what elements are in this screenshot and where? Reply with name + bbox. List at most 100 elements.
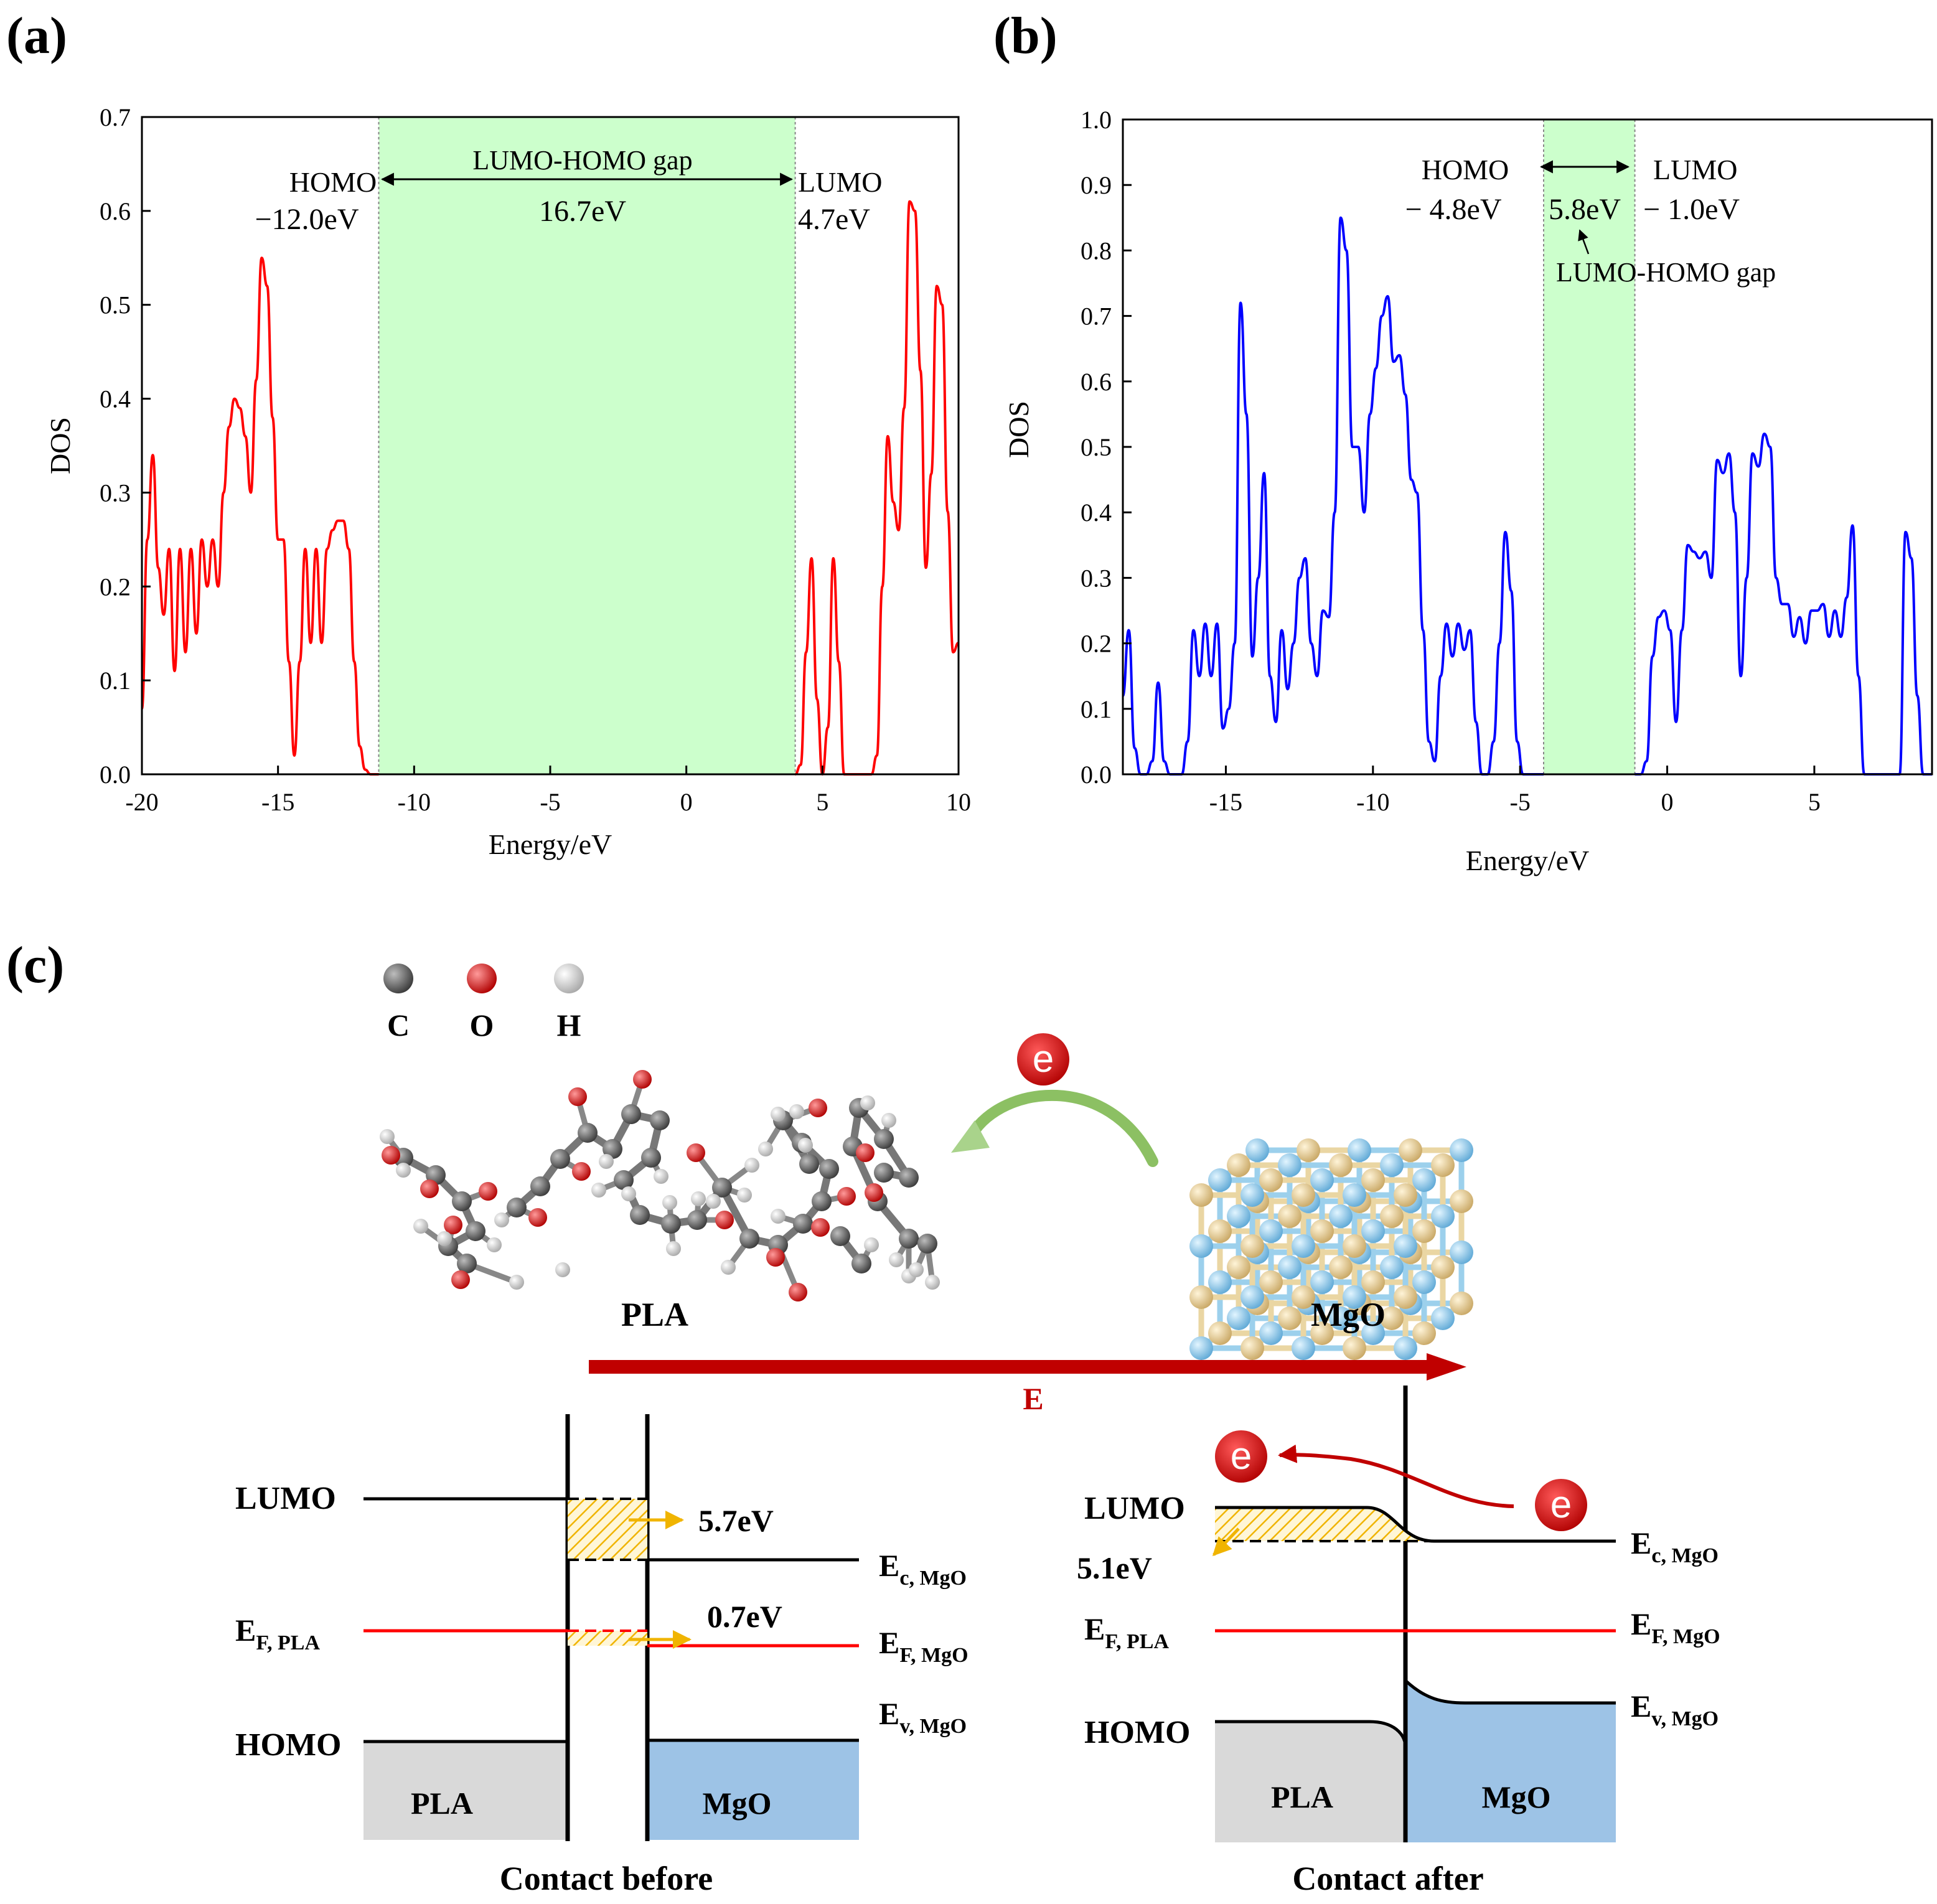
hydrogen-atom (555, 1262, 570, 1277)
lumo-value-b: − 1.0eV (1643, 193, 1740, 226)
homo-value-b: − 4.8eV (1405, 193, 1501, 226)
electron-icon-left (1215, 1430, 1267, 1483)
electron-label: e (1033, 1038, 1054, 1081)
mg-atom (1227, 1153, 1250, 1177)
mg-atom (1241, 1234, 1264, 1258)
gap-value-a: 16.7eV (539, 195, 626, 228)
mg-atom (1394, 1285, 1417, 1309)
mg-atom (1380, 1204, 1404, 1228)
x-tick-label-b: 0 (1661, 788, 1674, 816)
hydrogen-atom (909, 1262, 924, 1277)
mg-atom (1189, 1183, 1213, 1207)
mg-atom (1380, 1306, 1404, 1330)
pla-label: PLA (621, 1296, 688, 1333)
y-tick-label-b: 0.8 (1081, 237, 1112, 265)
hydrogen-atom (654, 1169, 668, 1184)
carbon-atom (578, 1123, 598, 1143)
y-axis-label-a: DOS (44, 417, 76, 474)
curved-transfer-arrow-icon (967, 1089, 1158, 1167)
x-tick-label-a: -10 (398, 788, 431, 816)
mg-atom (1278, 1306, 1301, 1330)
mg-atom (1310, 1321, 1334, 1345)
mg-atom (1394, 1183, 1417, 1207)
y-tick-label-b: 0.7 (1081, 302, 1112, 331)
y-tick-label-a: 0.4 (100, 385, 131, 413)
chart-b: -15 -10 -5 0 5 0.0 0.1 0.2 0.3 0.4 0.5 0.6 0.7 0.8 0.9… (1003, 106, 1933, 876)
x-tick-label-a: -5 (540, 788, 560, 816)
hydrogen-atom (413, 1219, 428, 1234)
hydrogen-atom (864, 1237, 879, 1252)
ef-mgo-label-after: EF, MgO (1631, 1606, 1720, 1648)
carbon-atom (917, 1234, 937, 1254)
oxygen-atom (865, 1183, 883, 1202)
oxygen-atom (715, 1211, 734, 1229)
o-atom (1343, 1285, 1366, 1309)
mg-atom (1399, 1138, 1422, 1162)
mgo-label: MgO (1311, 1296, 1386, 1333)
carbon-atom (614, 1170, 634, 1190)
hydrogen-atom (509, 1275, 524, 1290)
hydrogen-atom (706, 1194, 721, 1209)
carbon-atom (812, 1191, 832, 1211)
o-atom (1310, 1270, 1334, 1294)
carbon-atom (874, 1129, 894, 1149)
mg-atom (1450, 1189, 1473, 1213)
oxygen-atom (528, 1208, 547, 1227)
legend-o: O (470, 1008, 494, 1043)
ev-mgo-label-before: Ev, MgO (879, 1696, 967, 1738)
oxygen-atom (766, 1248, 785, 1267)
homo-label-b: HOMO (1422, 154, 1509, 185)
carbon-atom (899, 1168, 919, 1188)
mg-atom (1361, 1270, 1385, 1294)
band-diagram-before: 5.7eV 0.7eV LUMO HOMO EF, PLA Ec, MgO EF… (235, 1414, 968, 1897)
o-atom (1259, 1321, 1283, 1345)
panel-label-b: (b) (993, 7, 1058, 65)
carbon-atom (712, 1178, 732, 1198)
o-atom (1227, 1204, 1250, 1228)
o-atom (1189, 1234, 1213, 1258)
o-atom (1208, 1270, 1232, 1294)
o-atom (1241, 1183, 1264, 1207)
gap-value-mid: 0.7eV (707, 1599, 782, 1634)
lumo-value-a: 4.7eV (798, 203, 870, 236)
electron-label-left: e (1231, 1435, 1252, 1478)
mg-atom (1329, 1153, 1353, 1177)
mg-atom (1343, 1336, 1366, 1360)
o-atom (1361, 1219, 1385, 1243)
y-tick-label-a: 0.1 (100, 667, 131, 695)
homo-label-after: HOMO (1084, 1715, 1190, 1750)
carbon-atom (621, 1104, 641, 1124)
o-atom (1343, 1183, 1366, 1207)
hydrogen-atom (666, 1241, 681, 1256)
mg-atom (1431, 1153, 1455, 1177)
electron-path-arrow-icon (1278, 1444, 1514, 1508)
o-atom (1278, 1153, 1301, 1177)
dos-series-a-1 (794, 200, 959, 776)
y-tick-label-b: 1.0 (1081, 106, 1112, 134)
carbon-atom (793, 1214, 813, 1234)
electric-field-arrow: E (589, 1353, 1466, 1416)
y-tick-label-a: 0.0 (100, 761, 131, 789)
carbon-atom (799, 1154, 819, 1174)
mg-atom (1297, 1138, 1320, 1162)
lumo-label-after: LUMO (1084, 1491, 1185, 1526)
ef-mgo-label-before: EF, MgO (879, 1625, 968, 1667)
carbon-atom (661, 1214, 681, 1234)
y-tick-label-b: 0.6 (1081, 368, 1112, 396)
mgo-box-label-before: MgO (702, 1786, 771, 1821)
pla-molecule-icon (380, 1070, 940, 1301)
field-label: E (1023, 1381, 1043, 1416)
o-atom (1310, 1168, 1334, 1192)
carbon-atom-icon (383, 964, 413, 993)
o-atom (1412, 1270, 1436, 1294)
o-atom (1450, 1240, 1473, 1264)
offset-hatch-top (568, 1499, 647, 1560)
carbon-atom (466, 1221, 485, 1241)
dos-series-b-1 (1634, 432, 1932, 776)
pla-band-box (363, 1742, 568, 1840)
carbon-atom (899, 1229, 919, 1249)
mg-atom (1450, 1292, 1473, 1315)
mg-atom (1412, 1321, 1436, 1345)
gap-label-a: LUMO-HOMO gap (472, 145, 692, 176)
pla-box-label-before: PLA (411, 1786, 473, 1821)
